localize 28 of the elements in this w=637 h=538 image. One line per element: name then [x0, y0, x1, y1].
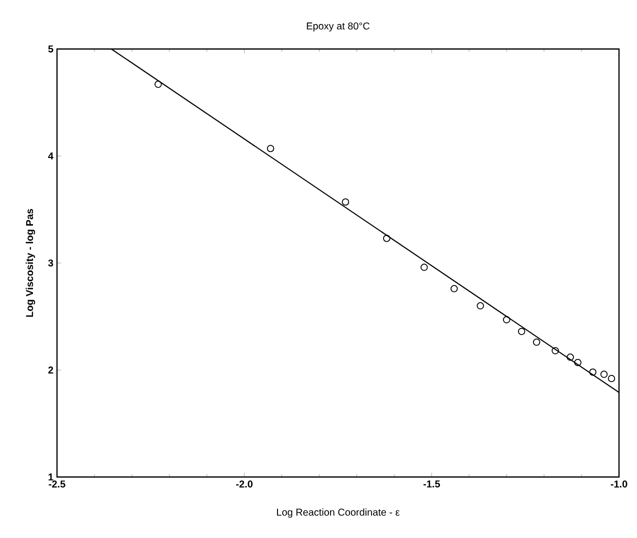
- point: [266, 144, 274, 152]
- point: [518, 328, 526, 336]
- point: [574, 358, 582, 366]
- point: [532, 338, 540, 346]
- x-axis-title: Log Reaction Coordinate - ε: [277, 508, 400, 518]
- point: [476, 302, 484, 310]
- x-tick-label: -1.0: [610, 480, 628, 488]
- point: [342, 198, 350, 206]
- y-tick-label: 1: [48, 474, 54, 480]
- point: [600, 370, 608, 378]
- point: [450, 285, 458, 292]
- point: [502, 316, 510, 324]
- point: [383, 234, 390, 242]
- x-tick-label: -2.5: [48, 480, 66, 488]
- point: [552, 347, 559, 354]
- point: [420, 264, 428, 271]
- y-tick-label: 3: [48, 259, 54, 267]
- point: [566, 354, 574, 361]
- x-tick-label: -2.0: [236, 480, 253, 488]
- point: [589, 368, 596, 376]
- y-tick-label: 4: [48, 152, 54, 160]
- y-tick-label: 2: [48, 366, 54, 374]
- chart-title: Epoxy at 80°C: [306, 22, 370, 32]
- x-tick-label: -1.5: [423, 480, 440, 488]
- y-axis-title: Log Viscosity - log Pas: [26, 208, 36, 317]
- point: [608, 374, 616, 382]
- point: [154, 80, 162, 88]
- y-tick-label: 5: [48, 46, 54, 52]
